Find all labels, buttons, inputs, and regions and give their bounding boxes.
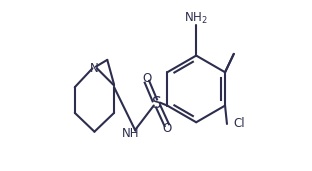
Text: N: N — [90, 62, 99, 75]
Text: Cl: Cl — [234, 117, 246, 130]
Text: NH: NH — [122, 127, 139, 140]
Text: S: S — [152, 96, 162, 111]
Text: NH$_2$: NH$_2$ — [184, 10, 208, 25]
Text: O: O — [162, 122, 171, 135]
Text: O: O — [142, 72, 152, 85]
